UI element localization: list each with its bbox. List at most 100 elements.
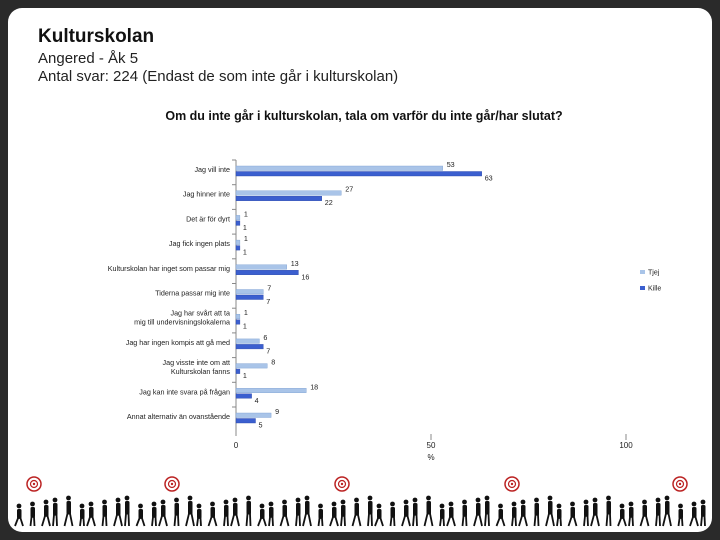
silhouette-body	[282, 505, 287, 517]
silhouette-leg	[393, 517, 396, 527]
silhouette-leg	[141, 517, 146, 527]
silhouette-body	[260, 509, 265, 519]
target-icon-center	[170, 482, 174, 486]
silhouette-leg	[590, 514, 595, 527]
silhouette-leg	[423, 513, 429, 527]
silhouette-body	[512, 507, 517, 518]
silhouette-body	[390, 507, 395, 518]
silhouette-leg	[370, 513, 373, 527]
silhouette-head	[678, 503, 683, 509]
silhouette-body	[377, 509, 382, 519]
legend-label: Tjej	[648, 270, 660, 277]
slide: Kulturskolan Angered - Åk 5 Antal svar: …	[8, 8, 712, 532]
x-axis-label: %	[427, 453, 434, 462]
silhouette-head	[664, 495, 670, 501]
data-label: 1	[244, 234, 248, 243]
silhouette-leg	[154, 517, 157, 527]
bar-kille	[235, 220, 241, 226]
silhouette-head	[367, 495, 373, 501]
silhouette-leg	[151, 516, 154, 527]
silhouette-body	[440, 509, 445, 519]
silhouette-body	[521, 505, 526, 517]
silhouette-leg	[412, 514, 415, 527]
silhouette-head	[592, 497, 598, 503]
silhouette-body	[197, 509, 202, 519]
silhouette-body	[210, 507, 215, 518]
silhouette-head	[52, 497, 58, 503]
silhouette-leg	[667, 513, 672, 527]
category-label: Jag kan inte svara på frågan	[139, 387, 230, 396]
page-subtitle: Angered - Åk 5 Antal svar: 224 (Endast d…	[38, 50, 398, 86]
target-icon-center	[510, 482, 514, 486]
silhouette-leg	[451, 516, 456, 527]
silhouette-leg	[63, 513, 69, 527]
bar-kille	[235, 418, 256, 424]
bar-kille	[235, 368, 241, 374]
silhouette-leg	[135, 517, 141, 527]
silhouette-body	[80, 509, 85, 519]
silhouette-head	[268, 501, 274, 507]
category-label: Jag vill inte	[194, 165, 230, 174]
silhouette-leg	[257, 517, 262, 527]
silhouette-body	[606, 501, 611, 515]
silhouette-head	[115, 497, 121, 503]
silhouette-body	[620, 509, 625, 519]
silhouette-head	[376, 503, 382, 509]
silhouette-head	[556, 503, 562, 509]
silhouette-leg	[415, 514, 418, 527]
silhouette-leg	[478, 514, 483, 527]
x-tick-label: 50	[427, 441, 436, 450]
silhouette-head	[498, 503, 503, 509]
silhouette-body	[692, 507, 697, 518]
silhouette-body	[584, 505, 589, 517]
silhouette-leg	[177, 514, 180, 527]
target-icon-ring	[167, 479, 177, 489]
bar-tjej	[235, 388, 307, 393]
silhouette-head	[403, 499, 409, 505]
silhouette-leg	[379, 517, 384, 527]
silhouette-leg	[298, 514, 301, 527]
silhouette-head	[439, 503, 445, 509]
silhouette-leg	[82, 518, 85, 527]
silhouette-leg	[439, 518, 442, 527]
silhouette-body	[305, 501, 310, 515]
silhouette-leg	[367, 513, 370, 527]
silhouette-leg	[285, 515, 290, 527]
data-label: 1	[244, 308, 248, 317]
silhouette-leg	[105, 515, 108, 527]
silhouette-body	[102, 505, 107, 517]
silhouette-leg	[245, 513, 249, 527]
silhouette-head	[88, 501, 94, 507]
subtitle-line-school: Angered - Åk 5	[38, 50, 139, 67]
silhouette-head	[102, 499, 107, 505]
silhouette-head	[196, 503, 202, 509]
silhouette-leg	[223, 515, 226, 527]
silhouette-leg	[127, 513, 130, 527]
silhouette-leg	[473, 514, 478, 527]
data-label: 13	[291, 259, 299, 268]
silhouette-head	[331, 501, 337, 507]
bar-kille	[235, 344, 264, 350]
silhouette-leg	[689, 516, 694, 527]
category-label: Det är för dyrt	[186, 214, 230, 223]
silhouette-leg	[226, 515, 229, 527]
silhouette-body	[557, 509, 562, 519]
silhouette-leg	[523, 515, 528, 527]
silhouette-head	[570, 501, 575, 507]
silhouette-body	[656, 503, 661, 516]
silhouette-body	[548, 501, 553, 515]
silhouette-leg	[163, 515, 168, 527]
subtitle-line-responses: Antal svar: 224 (Endast de som inte går …	[38, 68, 399, 85]
silhouette-leg	[118, 514, 123, 527]
silhouette-leg	[101, 515, 105, 527]
silhouette-leg	[389, 516, 393, 527]
silhouette-leg	[533, 514, 537, 527]
bar-kille	[235, 319, 241, 325]
silhouette-leg	[545, 513, 550, 527]
silhouette-body	[593, 503, 598, 516]
silhouette-body	[701, 505, 706, 517]
silhouette-body	[116, 503, 121, 516]
silhouette-body	[246, 501, 251, 515]
silhouette-head	[642, 499, 647, 505]
silhouette-leg	[429, 513, 434, 527]
